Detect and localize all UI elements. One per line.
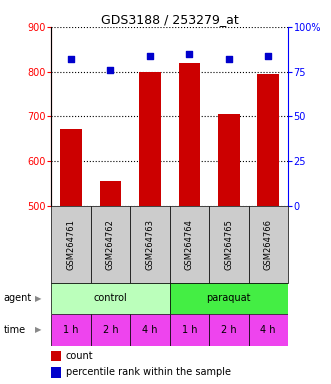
Text: ▶: ▶: [35, 294, 41, 303]
Bar: [100, 181, 121, 206]
Bar: [51, 283, 169, 314]
Text: time: time: [3, 325, 25, 335]
Bar: [249, 206, 288, 283]
Text: agent: agent: [3, 293, 31, 303]
Text: GSM264762: GSM264762: [106, 219, 115, 270]
Bar: [130, 314, 169, 346]
Text: GSM264765: GSM264765: [224, 219, 233, 270]
Bar: [139, 71, 161, 206]
Bar: [218, 114, 240, 206]
Bar: [51, 206, 91, 283]
Text: GSM264763: GSM264763: [145, 219, 155, 270]
Point: [265, 53, 271, 59]
Bar: [169, 283, 288, 314]
Text: ▶: ▶: [35, 325, 41, 334]
Text: 1 h: 1 h: [182, 325, 197, 335]
Bar: [209, 206, 249, 283]
Bar: [51, 367, 62, 377]
Text: control: control: [94, 293, 127, 303]
Bar: [130, 206, 169, 283]
Text: 2 h: 2 h: [221, 325, 237, 335]
Point: [108, 67, 113, 73]
Bar: [91, 206, 130, 283]
Text: paraquat: paraquat: [207, 293, 251, 303]
Point: [69, 56, 74, 62]
Text: 4 h: 4 h: [142, 325, 158, 335]
Text: percentile rank within the sample: percentile rank within the sample: [66, 367, 231, 377]
Bar: [178, 63, 200, 206]
Bar: [169, 314, 209, 346]
Title: GDS3188 / 253279_at: GDS3188 / 253279_at: [101, 13, 239, 26]
Bar: [51, 351, 62, 361]
Point: [147, 53, 153, 59]
Bar: [91, 314, 130, 346]
Text: GSM264766: GSM264766: [264, 219, 273, 270]
Text: 2 h: 2 h: [103, 325, 118, 335]
Point: [226, 56, 231, 62]
Text: count: count: [66, 351, 94, 361]
Text: 4 h: 4 h: [260, 325, 276, 335]
Point: [187, 51, 192, 57]
Bar: [209, 314, 249, 346]
Bar: [60, 129, 82, 206]
Text: GSM264764: GSM264764: [185, 219, 194, 270]
Bar: [51, 314, 91, 346]
Bar: [249, 314, 288, 346]
Text: 1 h: 1 h: [63, 325, 79, 335]
Bar: [258, 74, 279, 206]
Bar: [169, 206, 209, 283]
Text: GSM264761: GSM264761: [67, 219, 75, 270]
